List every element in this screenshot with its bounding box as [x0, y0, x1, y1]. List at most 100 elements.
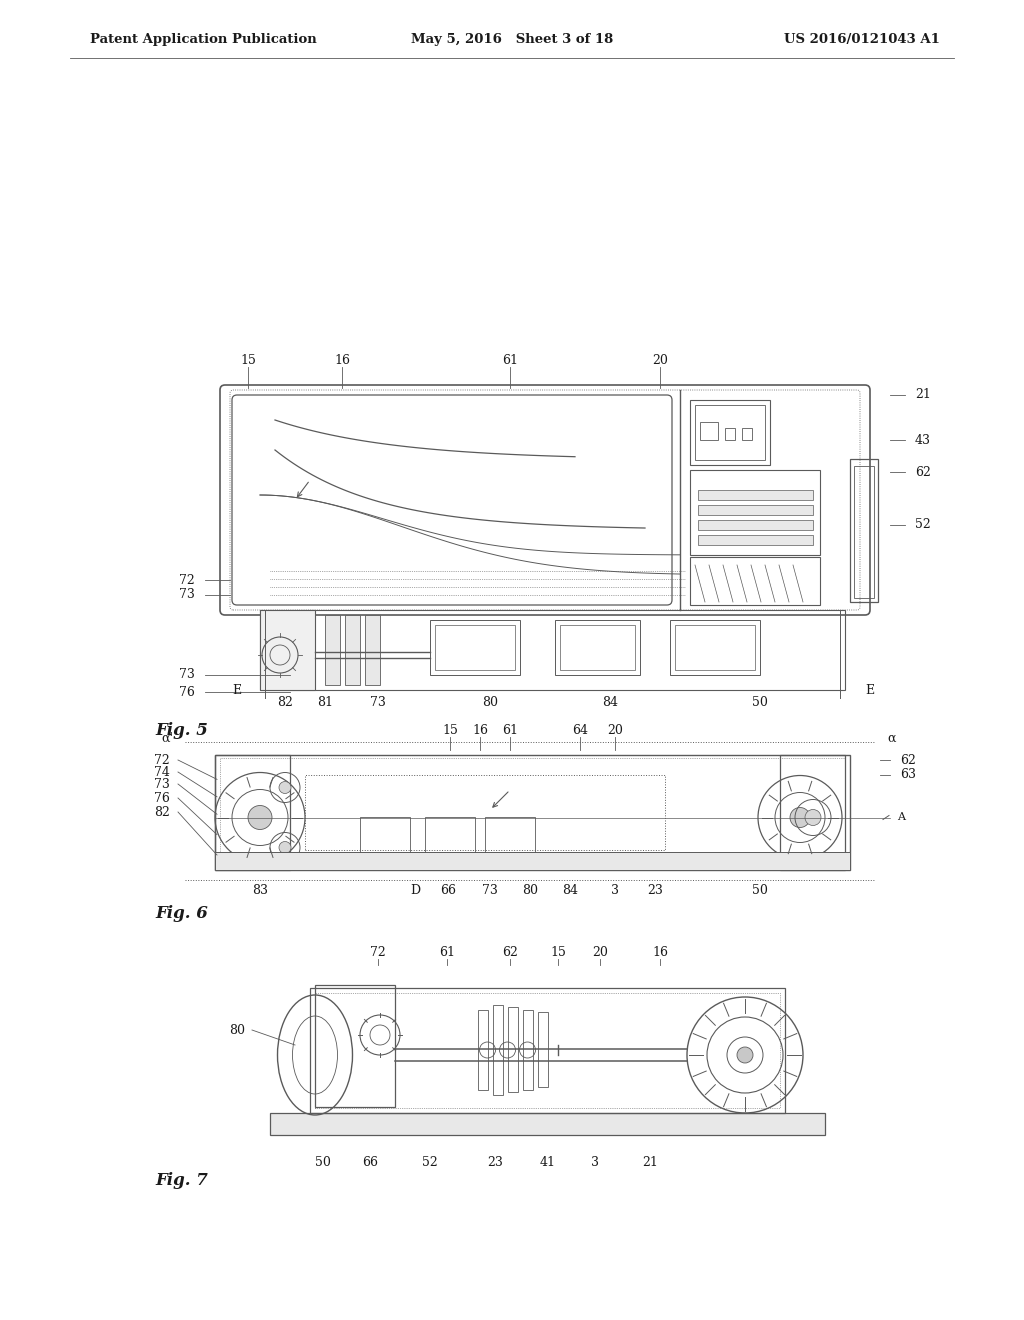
Text: 61: 61: [502, 723, 518, 737]
Text: 62: 62: [915, 466, 931, 479]
Text: May 5, 2016   Sheet 3 of 18: May 5, 2016 Sheet 3 of 18: [411, 33, 613, 46]
Text: 15: 15: [240, 354, 256, 367]
Circle shape: [279, 781, 291, 793]
Bar: [305, 775, 665, 850]
Text: 16: 16: [652, 945, 668, 958]
Text: E: E: [232, 684, 242, 697]
Text: 64: 64: [572, 723, 588, 737]
Text: 15: 15: [442, 723, 458, 737]
Bar: [220, 758, 845, 867]
Text: 3: 3: [591, 1155, 599, 1168]
Bar: [522, 1010, 532, 1090]
Text: 21: 21: [915, 388, 931, 401]
Bar: [260, 610, 845, 690]
Bar: [854, 466, 874, 598]
Text: 80: 80: [229, 1023, 245, 1036]
Bar: [485, 817, 535, 867]
Text: 20: 20: [652, 354, 668, 367]
Bar: [435, 624, 515, 671]
Text: 81: 81: [317, 696, 333, 709]
Bar: [560, 624, 635, 671]
Bar: [493, 1005, 503, 1096]
Bar: [477, 1010, 487, 1090]
Bar: [698, 520, 813, 531]
Text: 72: 72: [370, 945, 386, 958]
Bar: [780, 755, 845, 870]
Bar: [425, 817, 475, 867]
Text: Fig. 7: Fig. 7: [155, 1172, 208, 1189]
Bar: [698, 535, 813, 545]
Text: 20: 20: [607, 723, 623, 737]
Text: 66: 66: [440, 883, 456, 896]
Bar: [698, 490, 813, 500]
Bar: [700, 422, 718, 440]
Text: 74: 74: [155, 766, 170, 779]
Circle shape: [805, 809, 821, 825]
Circle shape: [248, 805, 272, 829]
Text: 66: 66: [362, 1155, 378, 1168]
Text: 83: 83: [252, 883, 268, 896]
Text: 72: 72: [155, 754, 170, 767]
Text: α: α: [887, 731, 896, 744]
Text: 61: 61: [439, 945, 455, 958]
Text: 63: 63: [900, 768, 916, 781]
Text: 20: 20: [592, 945, 608, 958]
Bar: [508, 1007, 517, 1092]
Text: 76: 76: [179, 685, 195, 698]
Bar: [365, 615, 380, 685]
Text: 23: 23: [647, 883, 663, 896]
Bar: [690, 470, 820, 554]
Bar: [690, 400, 770, 465]
Circle shape: [790, 808, 810, 828]
Text: 16: 16: [472, 723, 488, 737]
Text: 73: 73: [179, 589, 195, 602]
Bar: [345, 615, 360, 685]
Text: US 2016/0121043 A1: US 2016/0121043 A1: [784, 33, 940, 46]
Text: 15: 15: [550, 945, 566, 958]
Text: α': α': [161, 731, 173, 744]
Text: 21: 21: [642, 1155, 658, 1168]
Text: 73: 73: [155, 777, 170, 791]
Text: Fig. 6: Fig. 6: [155, 906, 208, 921]
Text: 82: 82: [155, 805, 170, 818]
Text: 62: 62: [900, 754, 915, 767]
Bar: [360, 817, 410, 867]
Bar: [555, 620, 640, 675]
Text: 82: 82: [278, 696, 293, 709]
Text: 41: 41: [540, 1155, 556, 1168]
Text: 76: 76: [155, 792, 170, 804]
Bar: [850, 459, 878, 602]
Bar: [690, 557, 820, 605]
Text: 73: 73: [482, 883, 498, 896]
Text: 52: 52: [422, 1155, 438, 1168]
Bar: [742, 428, 752, 440]
Text: 16: 16: [334, 354, 350, 367]
Circle shape: [279, 842, 291, 854]
Text: 50: 50: [752, 883, 768, 896]
Text: 23: 23: [487, 1155, 503, 1168]
Text: 3: 3: [611, 883, 618, 896]
Text: Patent Application Publication: Patent Application Publication: [90, 33, 316, 46]
Bar: [538, 1012, 548, 1086]
Bar: [215, 755, 290, 870]
Bar: [670, 620, 760, 675]
Text: 84: 84: [562, 883, 578, 896]
Bar: [215, 851, 850, 870]
Text: 62: 62: [502, 945, 518, 958]
Text: 50: 50: [315, 1155, 331, 1168]
Text: 80: 80: [482, 696, 498, 709]
Circle shape: [737, 1047, 753, 1063]
Bar: [260, 610, 315, 690]
Text: 73: 73: [370, 696, 386, 709]
Bar: [675, 624, 755, 671]
Bar: [695, 405, 765, 459]
Bar: [310, 987, 785, 1113]
Text: 73: 73: [179, 668, 195, 681]
Text: 84: 84: [602, 696, 618, 709]
Bar: [315, 993, 780, 1107]
Text: 43: 43: [915, 433, 931, 446]
Text: 52: 52: [915, 519, 931, 532]
Text: A: A: [897, 813, 905, 822]
Bar: [698, 506, 813, 515]
Text: 50: 50: [752, 696, 768, 709]
